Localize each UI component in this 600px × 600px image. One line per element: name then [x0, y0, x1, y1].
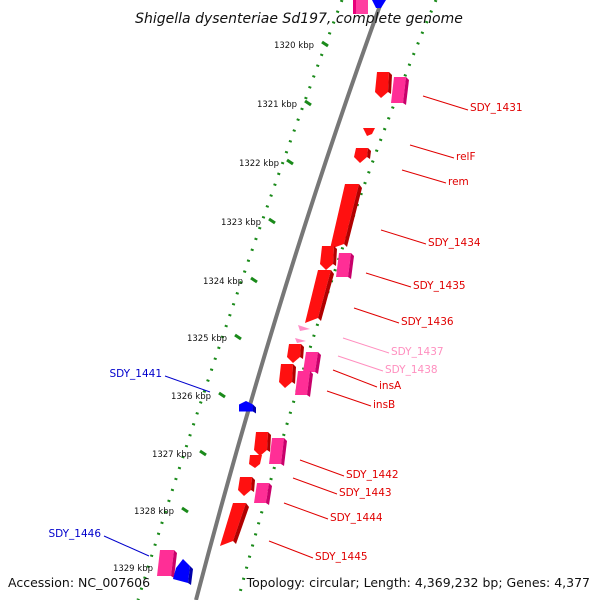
- gene-label: SDY_1437: [391, 346, 444, 358]
- gene-insb-a: [279, 364, 296, 388]
- gene-sdy-1431-a: [375, 72, 392, 98]
- gene-label: SDY_1443: [339, 487, 392, 499]
- label-leader-line: [422, 95, 469, 111]
- kbp-tick-label: 1328 kbp: [134, 507, 174, 517]
- label-leader-line: [283, 502, 329, 520]
- label-leader-line: [103, 535, 150, 557]
- gene-label: SDY_1441: [109, 368, 162, 380]
- kbp-tick-label: 1320 kbp: [274, 41, 314, 51]
- gene-insa-a: [287, 344, 304, 363]
- gene-sdy-1437: [298, 325, 310, 331]
- gene-insa-b: [303, 352, 321, 374]
- gene-sdy-1443-b: [254, 483, 272, 505]
- gene-label: SDY_1444: [330, 512, 383, 524]
- kbp-tick-mark: [304, 99, 312, 107]
- gene-sdy-1435-b: [336, 253, 354, 279]
- kbp-tick-mark: [199, 449, 207, 457]
- gene-label: insB: [373, 399, 395, 411]
- kbp-tick-mark: [286, 158, 294, 166]
- gene-sdy-1444: [220, 503, 249, 546]
- gene-feature-group: [157, 72, 409, 585]
- kbp-tick-label: 1324 kbp: [203, 277, 243, 287]
- gene-rem: [354, 148, 371, 163]
- gene-sdy-1438: [295, 338, 306, 343]
- kbp-tick-mark: [250, 276, 258, 284]
- label-leader-line: [292, 477, 338, 495]
- label-leader-group: [103, 95, 469, 559]
- gene-label: SDY_1434: [428, 237, 481, 249]
- gene-label: SDY_1431: [470, 102, 523, 114]
- kbp-tick-mark: [218, 391, 226, 399]
- label-leader-line: [401, 169, 447, 184]
- label-leader-line: [409, 144, 455, 159]
- kbp-tick-group: 1320 kbp 1321 kbp 1322 kbp 1323 kbp 1324 kbp…: [113, 40, 329, 574]
- gene-sdy-1446-a: [157, 550, 177, 578]
- gene-sdy-1441: [239, 401, 256, 414]
- gene-sdy-1435-a: [320, 246, 337, 270]
- kbp-tick-label: 1326 kbp: [171, 392, 211, 402]
- label-leader-line: [380, 229, 427, 245]
- label-leader-line: [268, 540, 314, 559]
- gene-sdy-1442-c: [249, 455, 262, 468]
- kbp-tick-label: 1329 kbp: [113, 564, 153, 574]
- gene-label: insA: [379, 380, 402, 392]
- gene-label: SDY_1442: [346, 469, 399, 481]
- kbp-tick-label: 1321 kbp: [257, 100, 297, 110]
- topology-text: Topology: circular; Length: 4,369,232 bp…: [246, 575, 590, 590]
- gene-label: rem: [448, 176, 469, 188]
- kbp-tick-label: 1325 kbp: [187, 334, 227, 344]
- top-partial-features: [353, 0, 386, 14]
- gene-sdy-1431-b: [391, 77, 409, 105]
- label-leader-line: [164, 375, 211, 393]
- label-leader-line: [342, 337, 390, 354]
- kbp-tick-label: 1322 kbp: [239, 159, 279, 169]
- genome-backbone: [194, 0, 384, 600]
- kbp-tick-mark: [234, 333, 242, 341]
- gene-label: SDY_1446: [48, 528, 101, 540]
- label-leader-line: [326, 390, 372, 407]
- gene-relf: [363, 128, 375, 136]
- gene-label: SDY_1436: [401, 316, 454, 328]
- gene-sdy-1443-a: [238, 477, 255, 496]
- label-leader-line: [353, 307, 400, 324]
- map-title: Shigella dysenteriae Sd197, complete gen…: [135, 11, 463, 27]
- gene-sdy-1446-b: [173, 559, 193, 585]
- label-leader-line: [365, 272, 412, 288]
- gene-label: SDY_1445: [315, 551, 368, 563]
- gene-sdy-1442-b: [269, 438, 287, 466]
- kbp-tick-mark: [321, 40, 329, 48]
- label-leader-line: [332, 369, 378, 388]
- kbp-tick-mark: [181, 506, 189, 514]
- kbp-tick-label: 1323 kbp: [221, 218, 261, 228]
- gene-sdy-1434: [330, 184, 362, 249]
- gene-insb-b: [295, 371, 313, 397]
- gene-label-group: SDY_1431 relF rem SDY_1434 SDY_1435 SDY_1436 S…: [48, 102, 522, 563]
- gene-label: SDY_1438: [385, 364, 438, 376]
- gene-sdy-1442-a: [254, 432, 271, 456]
- accession-text: Accession: NC_007606: [8, 575, 150, 590]
- gene-label: relF: [456, 151, 476, 163]
- label-leader-line: [299, 459, 345, 477]
- kbp-tick-mark: [268, 217, 276, 225]
- gene-label: SDY_1435: [413, 280, 466, 292]
- kbp-tick-label: 1327 kbp: [152, 450, 192, 460]
- label-leader-line: [337, 355, 384, 372]
- gene-sdy-1436: [305, 270, 334, 323]
